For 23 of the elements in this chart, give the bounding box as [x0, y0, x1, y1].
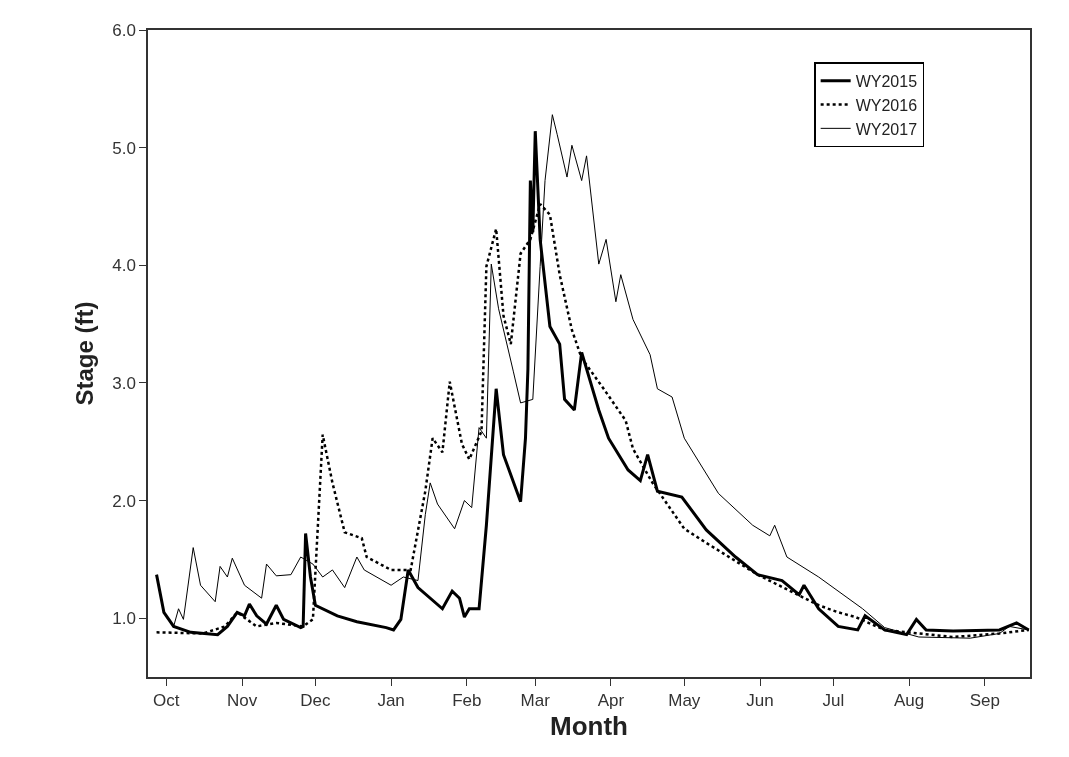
- y-axis-title: Stage (ft): [70, 301, 98, 406]
- x-tick-label: Feb: [452, 691, 482, 711]
- x-tick-label: Jun: [746, 691, 774, 711]
- y-tick-label: 6.0: [112, 20, 136, 40]
- x-tick-label: Nov: [226, 691, 258, 711]
- x-axis-title: Month: [550, 711, 628, 742]
- x-tick-label: Sep: [969, 691, 1000, 711]
- y-tick-label: 4.0: [112, 256, 136, 276]
- legend-label: WY2017: [855, 120, 918, 138]
- x-tick-label: May: [668, 691, 701, 711]
- x-tick-label: Apr: [597, 691, 625, 711]
- x-tick-label: Jul: [822, 691, 845, 711]
- y-tick-label: 1.0: [112, 609, 136, 629]
- x-tick-label: Dec: [300, 691, 331, 711]
- y-tick-label: 2.0: [112, 491, 136, 511]
- x-tick-label: Jan: [377, 691, 405, 711]
- legend-label: WY2015: [855, 72, 918, 90]
- x-tick-label: Mar: [520, 691, 551, 711]
- y-tick-label: 3.0: [112, 373, 136, 393]
- x-tick-label: Aug: [893, 691, 925, 711]
- x-tick-label: Oct: [153, 691, 180, 711]
- legend-label: WY2016: [855, 96, 918, 114]
- y-tick-label: 5.0: [112, 138, 136, 158]
